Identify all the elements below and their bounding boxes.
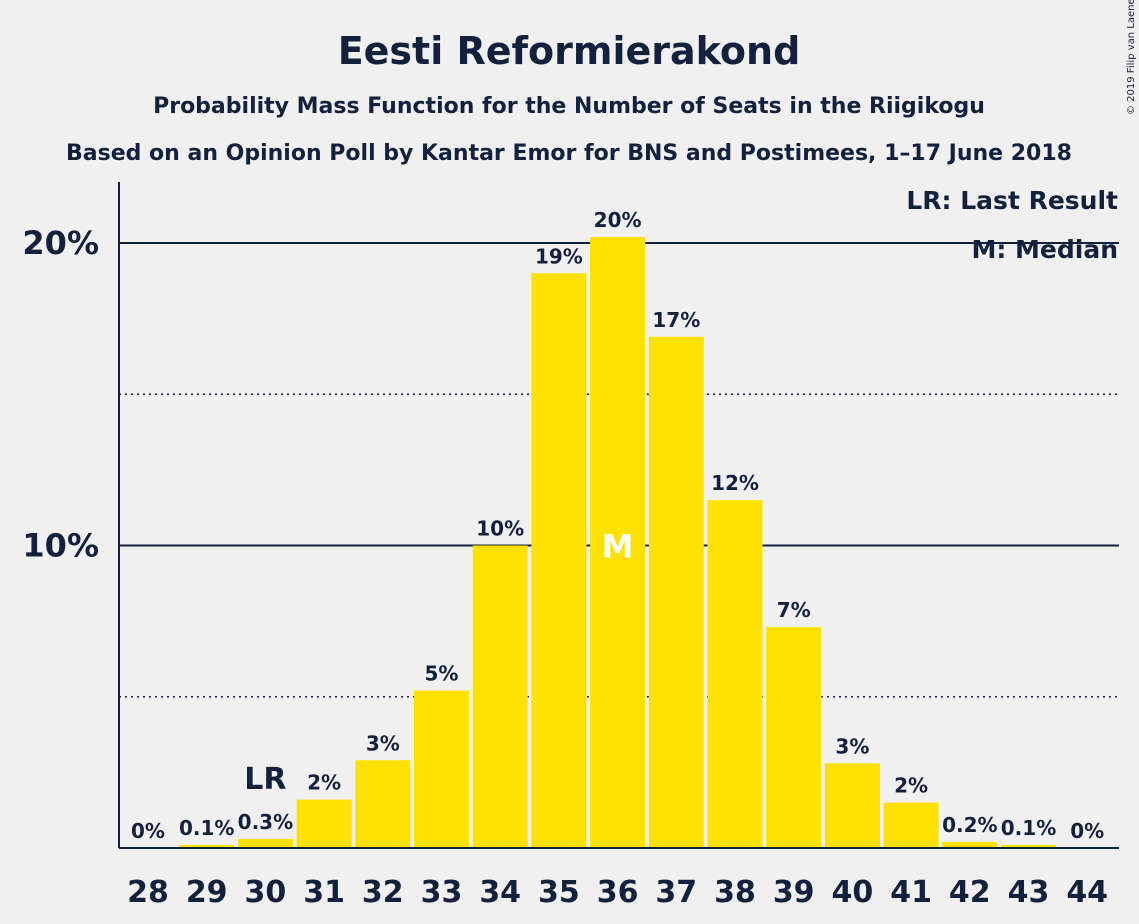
- x-tick-label: 43: [1008, 875, 1050, 910]
- data-label: 12%: [711, 471, 759, 495]
- x-tick-label: 28: [127, 875, 169, 910]
- data-label: 0.1%: [1001, 816, 1056, 840]
- data-label: 0.3%: [238, 810, 293, 834]
- data-label: 0%: [131, 819, 165, 843]
- data-label: 0.2%: [942, 813, 997, 837]
- bar: [942, 841, 998, 848]
- x-tick-label: 30: [245, 875, 287, 910]
- y-tick-label: 20%: [22, 224, 99, 262]
- x-tick-label: 40: [832, 875, 874, 910]
- copyright-note: © 2019 Filip van Laenen: [1126, 0, 1137, 115]
- bar: [355, 760, 411, 848]
- chart-subtitle-1: Probability Mass Function for the Number…: [153, 94, 985, 119]
- data-label: 0%: [1070, 819, 1104, 843]
- bar: [296, 799, 352, 848]
- bar: [531, 273, 587, 848]
- bar: [1001, 844, 1056, 848]
- x-tick-label: 33: [421, 875, 463, 910]
- bar: [179, 844, 235, 848]
- bar: [766, 627, 822, 848]
- x-tick-label: 36: [597, 875, 639, 910]
- x-tick-label: 41: [890, 875, 932, 910]
- bar: [824, 763, 880, 848]
- bar: [883, 802, 939, 848]
- bars: [179, 236, 1056, 848]
- data-label: 19%: [535, 244, 583, 268]
- bar: [237, 838, 293, 848]
- data-label: 0.1%: [179, 816, 234, 840]
- last-result-marker: LR: [244, 762, 286, 797]
- data-label: 2%: [894, 774, 928, 798]
- bar: [472, 545, 528, 848]
- x-tick-label: 29: [186, 875, 228, 910]
- x-tick-label: 34: [479, 875, 521, 910]
- data-label: 2%: [307, 771, 341, 795]
- data-label: 17%: [652, 308, 700, 332]
- x-tick-label: 37: [655, 875, 697, 910]
- chart-subtitle-2: Based on an Opinion Poll by Kantar Emor …: [66, 141, 1072, 166]
- median-marker: M: [602, 528, 634, 566]
- bar: [707, 500, 763, 848]
- bar: [590, 236, 646, 848]
- x-axis-ticks: 28 29 30 31 32 33 34 35 36 37 38 39 40 41 42 43 44: [127, 875, 1108, 910]
- x-tick-label: 42: [949, 875, 991, 910]
- chart-title: Eesti Reformierakond: [338, 29, 801, 73]
- data-label: 3%: [366, 731, 400, 755]
- data-label: 10%: [476, 517, 524, 541]
- bar: [648, 336, 704, 848]
- x-tick-label: 35: [538, 875, 580, 910]
- x-tick-label: 38: [714, 875, 756, 910]
- x-tick-label: 44: [1066, 875, 1108, 910]
- data-label: 20%: [594, 208, 642, 232]
- x-tick-label: 39: [773, 875, 815, 910]
- bar: [414, 690, 469, 848]
- data-label: 3%: [835, 734, 869, 758]
- legend-median: M: Median: [971, 235, 1118, 264]
- x-tick-label: 32: [362, 875, 404, 910]
- y-axis-ticks: 10% 20%: [22, 224, 99, 565]
- x-tick-label: 31: [303, 875, 345, 910]
- legend-last-result: LR: Last Result: [906, 186, 1118, 215]
- data-labels: 0% 0.1% 0.3%LR 2%3%5%10%19%20%M17%12%7%3%2%…: [131, 208, 1104, 843]
- y-tick-label: 10%: [22, 527, 99, 565]
- data-label: 7%: [777, 598, 811, 622]
- data-label: 5%: [425, 662, 459, 686]
